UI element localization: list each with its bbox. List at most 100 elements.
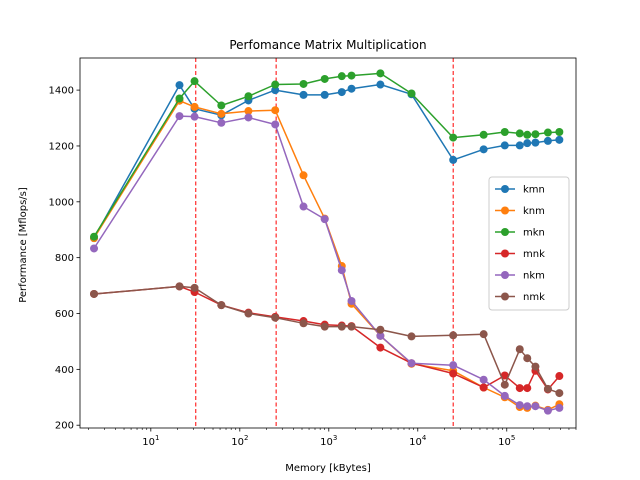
- data-point-kmn: [271, 86, 280, 95]
- data-point-nmk: [376, 325, 385, 334]
- data-point-knm: [299, 171, 308, 180]
- data-point-mkn: [543, 128, 552, 137]
- data-point-mkn: [500, 128, 509, 136]
- data-point-kmn: [543, 136, 552, 145]
- data-point-nkm: [271, 120, 280, 129]
- data-point-nmk: [299, 319, 308, 328]
- data-point-kmn: [347, 84, 356, 93]
- data-point-mkn: [479, 130, 488, 139]
- data-point-nkm: [479, 375, 488, 384]
- data-point-kmn: [337, 88, 346, 97]
- data-point-kmn: [449, 155, 458, 164]
- legend-marker-mkn: [501, 228, 509, 236]
- data-point-nkm: [299, 202, 308, 211]
- data-point-nmk: [90, 289, 99, 298]
- data-point-mkn: [449, 133, 458, 142]
- legend: kmn knm mkn mnk nkm nmk: [488, 176, 570, 311]
- chart-title: Perfomance Matrix Multiplication: [229, 38, 426, 52]
- legend-label-mkn: mkn: [523, 228, 545, 239]
- data-point-nmk: [190, 283, 199, 292]
- data-point-nmk: [523, 354, 532, 363]
- data-point-mnk: [376, 343, 385, 352]
- data-point-nkm: [90, 244, 99, 253]
- data-point-nkm: [543, 406, 552, 415]
- data-point-mkn: [376, 69, 385, 78]
- data-point-nkm: [500, 391, 509, 400]
- data-point-nkm: [320, 215, 329, 224]
- data-point-mnk: [515, 384, 524, 393]
- data-point-mnk: [479, 383, 488, 392]
- data-point-nkm: [175, 112, 184, 121]
- x-tick-label-base: 10: [320, 437, 333, 448]
- x-tick-label-base: 10: [142, 437, 155, 448]
- data-point-mkn: [523, 130, 532, 139]
- x-tick-label-exponent: 3: [333, 434, 337, 442]
- x-tick-label: 103: [320, 434, 337, 448]
- y-tick-label: 400: [55, 365, 74, 376]
- x-tick-label: 101: [142, 434, 159, 448]
- legend-marker-nmk: [501, 292, 509, 301]
- axes-frame: [79, 57, 577, 429]
- data-point-mnk: [555, 372, 564, 381]
- data-point-nmk: [320, 322, 329, 331]
- data-point-kmn: [320, 90, 329, 99]
- data-point-knm: [271, 106, 280, 115]
- data-point-kmn: [479, 145, 488, 154]
- data-point-mkn: [555, 128, 564, 136]
- data-point-kmn: [555, 135, 564, 144]
- data-point-mkn: [347, 71, 356, 80]
- x-tick-label: 104: [409, 434, 427, 448]
- data-point-nmk: [175, 282, 184, 291]
- legend-label-kmn: kmn: [523, 185, 545, 196]
- data-point-nkm: [337, 266, 346, 275]
- data-point-mkn: [337, 72, 346, 81]
- data-point-mkn: [320, 74, 329, 83]
- data-point-mnk: [500, 371, 509, 380]
- x-tick-label-base: 10: [231, 437, 244, 448]
- data-point-kmn: [531, 138, 540, 147]
- data-point-nmk: [555, 389, 564, 398]
- data-point-nkm: [449, 361, 458, 370]
- legend-label-nkm: nkm: [523, 271, 545, 282]
- x-tick-label-exponent: 4: [422, 434, 427, 442]
- data-point-nmk: [347, 322, 356, 331]
- data-point-kmn: [299, 90, 308, 99]
- data-point-mkn: [515, 129, 524, 138]
- data-point-mnk: [449, 369, 458, 378]
- x-tick-label-exponent: 5: [511, 434, 515, 442]
- data-point-nkm: [347, 296, 356, 305]
- legend-marker-knm: [501, 206, 509, 215]
- data-point-mkn: [531, 130, 540, 139]
- y-tick-label: 1000: [49, 197, 74, 208]
- data-point-nmk: [244, 309, 253, 318]
- data-point-nmk: [337, 322, 346, 331]
- data-point-mnk: [523, 384, 532, 393]
- data-point-nmk: [407, 332, 416, 341]
- data-point-mkn: [244, 92, 253, 101]
- data-point-mkn: [271, 80, 280, 89]
- data-point-nmk: [217, 301, 226, 310]
- data-point-kmn: [515, 141, 524, 150]
- x-tick-label-base: 10: [409, 437, 422, 448]
- data-point-mkn: [90, 232, 99, 241]
- x-tick-label: 102: [231, 434, 248, 448]
- legend-marker-mnk: [501, 249, 509, 258]
- y-tick-label: 200: [55, 421, 74, 432]
- data-point-mkn: [175, 94, 184, 103]
- data-point-nmk: [449, 331, 458, 340]
- data-point-mkn: [217, 101, 226, 110]
- legend-marker-nkm: [501, 271, 509, 279]
- x-tick-label: 105: [498, 434, 515, 448]
- legend-label-mnk: mnk: [523, 249, 545, 260]
- data-point-nkm: [531, 402, 540, 411]
- data-point-kmn: [175, 81, 184, 90]
- y-tick-label: 600: [55, 309, 74, 320]
- legend-box: [488, 176, 570, 311]
- data-point-nkm: [190, 112, 199, 121]
- data-point-kmn: [523, 139, 532, 148]
- legend-label-nmk: nmk: [523, 292, 545, 303]
- data-point-nkm: [555, 403, 564, 412]
- data-point-nkm: [515, 401, 524, 410]
- data-point-nkm: [376, 331, 385, 340]
